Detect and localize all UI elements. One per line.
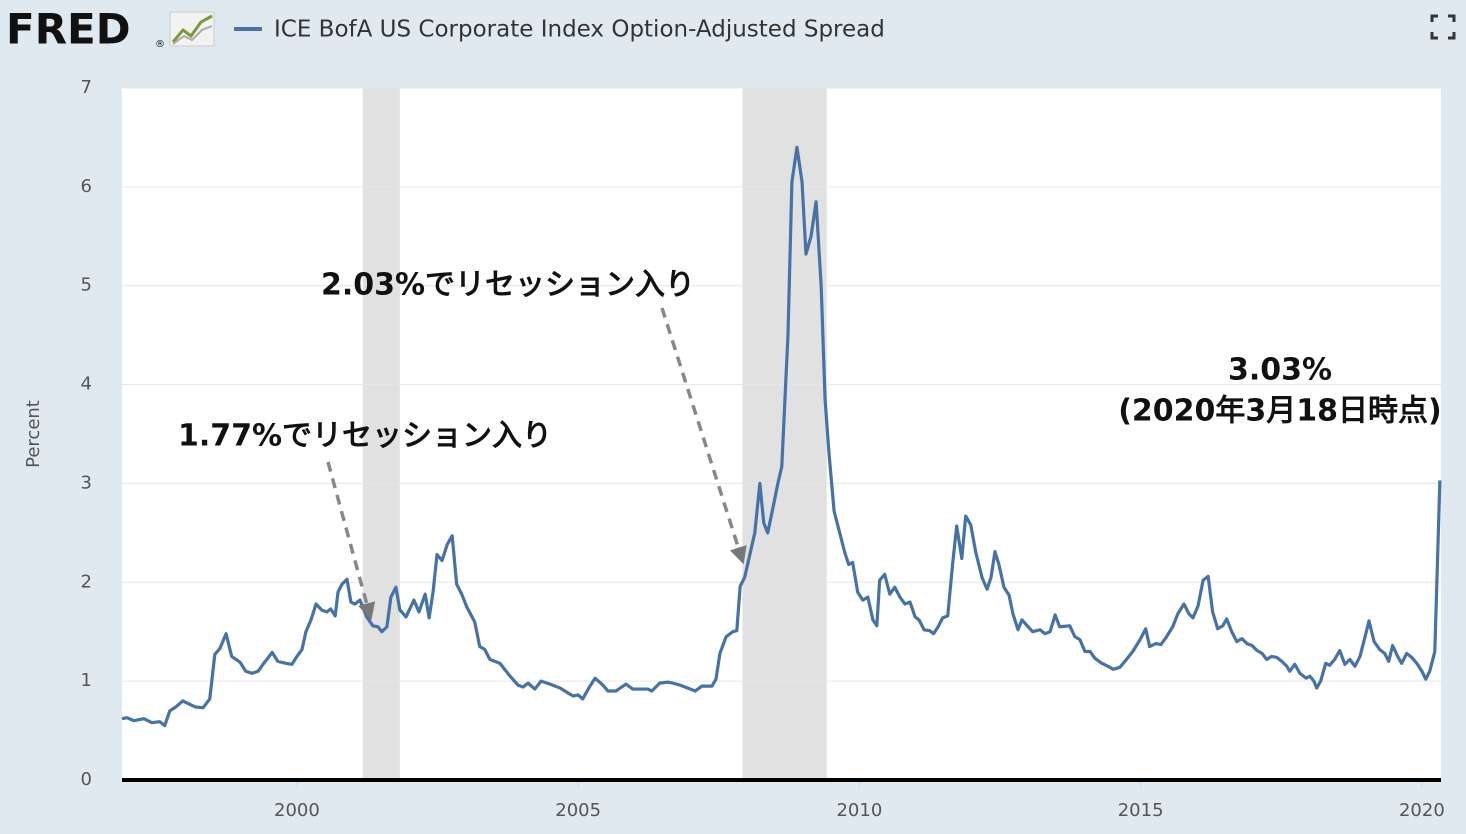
- y-tick-label: 0: [81, 769, 92, 790]
- series-line: [121, 145, 1442, 728]
- brand-icon: [169, 11, 215, 47]
- x-tick-label: 2005: [555, 800, 601, 821]
- brand-mark: ®: [155, 39, 165, 50]
- annotation: (2020年3月18日時点): [1118, 394, 1442, 429]
- fullscreen-icon[interactable]: [1430, 14, 1456, 40]
- x-tick-label: 2015: [1118, 800, 1164, 821]
- arrow: [660, 307, 747, 565]
- annotation: 1.77%でリセッション入り: [178, 419, 552, 454]
- annotation: 2.03%でリセッション入り: [321, 268, 695, 303]
- x-tick-label: 2020: [1399, 800, 1445, 821]
- legend-label: ICE BofA US Corporate Index Option-Adjus…: [274, 17, 885, 43]
- x-tick-label: 2010: [836, 800, 882, 821]
- y-tick-label: 6: [81, 176, 92, 197]
- y-tick-label: 4: [81, 374, 92, 395]
- y-tick-label: 3: [81, 472, 92, 493]
- y-tick-label: 7: [81, 77, 92, 98]
- x-tick-label: 2000: [274, 800, 320, 821]
- annotation: 3.03%: [1228, 353, 1332, 388]
- y-tick-label: 1: [81, 670, 92, 691]
- arrow: [326, 461, 376, 621]
- recession-shade: [362, 88, 400, 780]
- brand: FRED: [6, 5, 131, 54]
- y-axis-label: Percent: [23, 400, 44, 468]
- y-tick-label: 2: [81, 571, 92, 592]
- y-tick-label: 5: [81, 275, 92, 296]
